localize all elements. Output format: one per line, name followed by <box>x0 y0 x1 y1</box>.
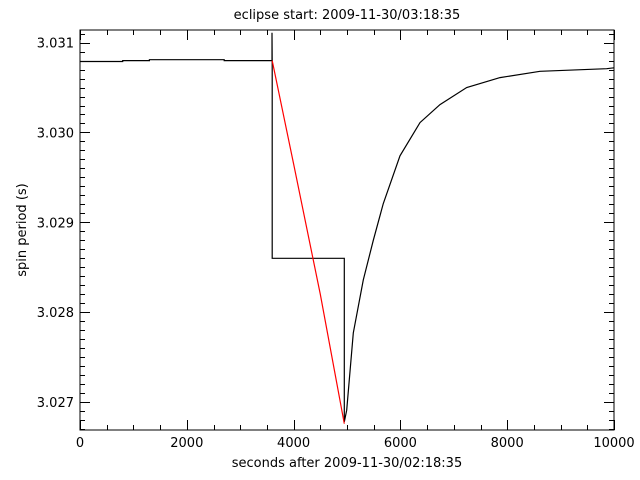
x-tick-label: 8000 <box>491 436 524 451</box>
plot-frame <box>79 29 615 431</box>
x-tick-label: 2000 <box>170 436 203 451</box>
y-tick-label: 3.028 <box>37 306 74 321</box>
y-tick-label: 3.029 <box>37 216 74 231</box>
x-tick-label: 0 <box>76 436 84 451</box>
y-axis-label: spin period (s) <box>15 183 30 276</box>
chart-title: eclipse start: 2009-11-30/03:18:35 <box>234 8 461 23</box>
series-line-model <box>271 60 345 424</box>
y-tick-label: 3.030 <box>37 126 74 141</box>
y-tick-label: 3.031 <box>37 37 74 52</box>
x-tick-label: 6000 <box>384 436 417 451</box>
y-tick-label: 3.027 <box>37 396 74 411</box>
x-axis-label: seconds after 2009-11-30/02:18:35 <box>232 456 462 471</box>
x-tick-label: 4000 <box>277 436 310 451</box>
x-tick-label: 10000 <box>593 436 634 451</box>
